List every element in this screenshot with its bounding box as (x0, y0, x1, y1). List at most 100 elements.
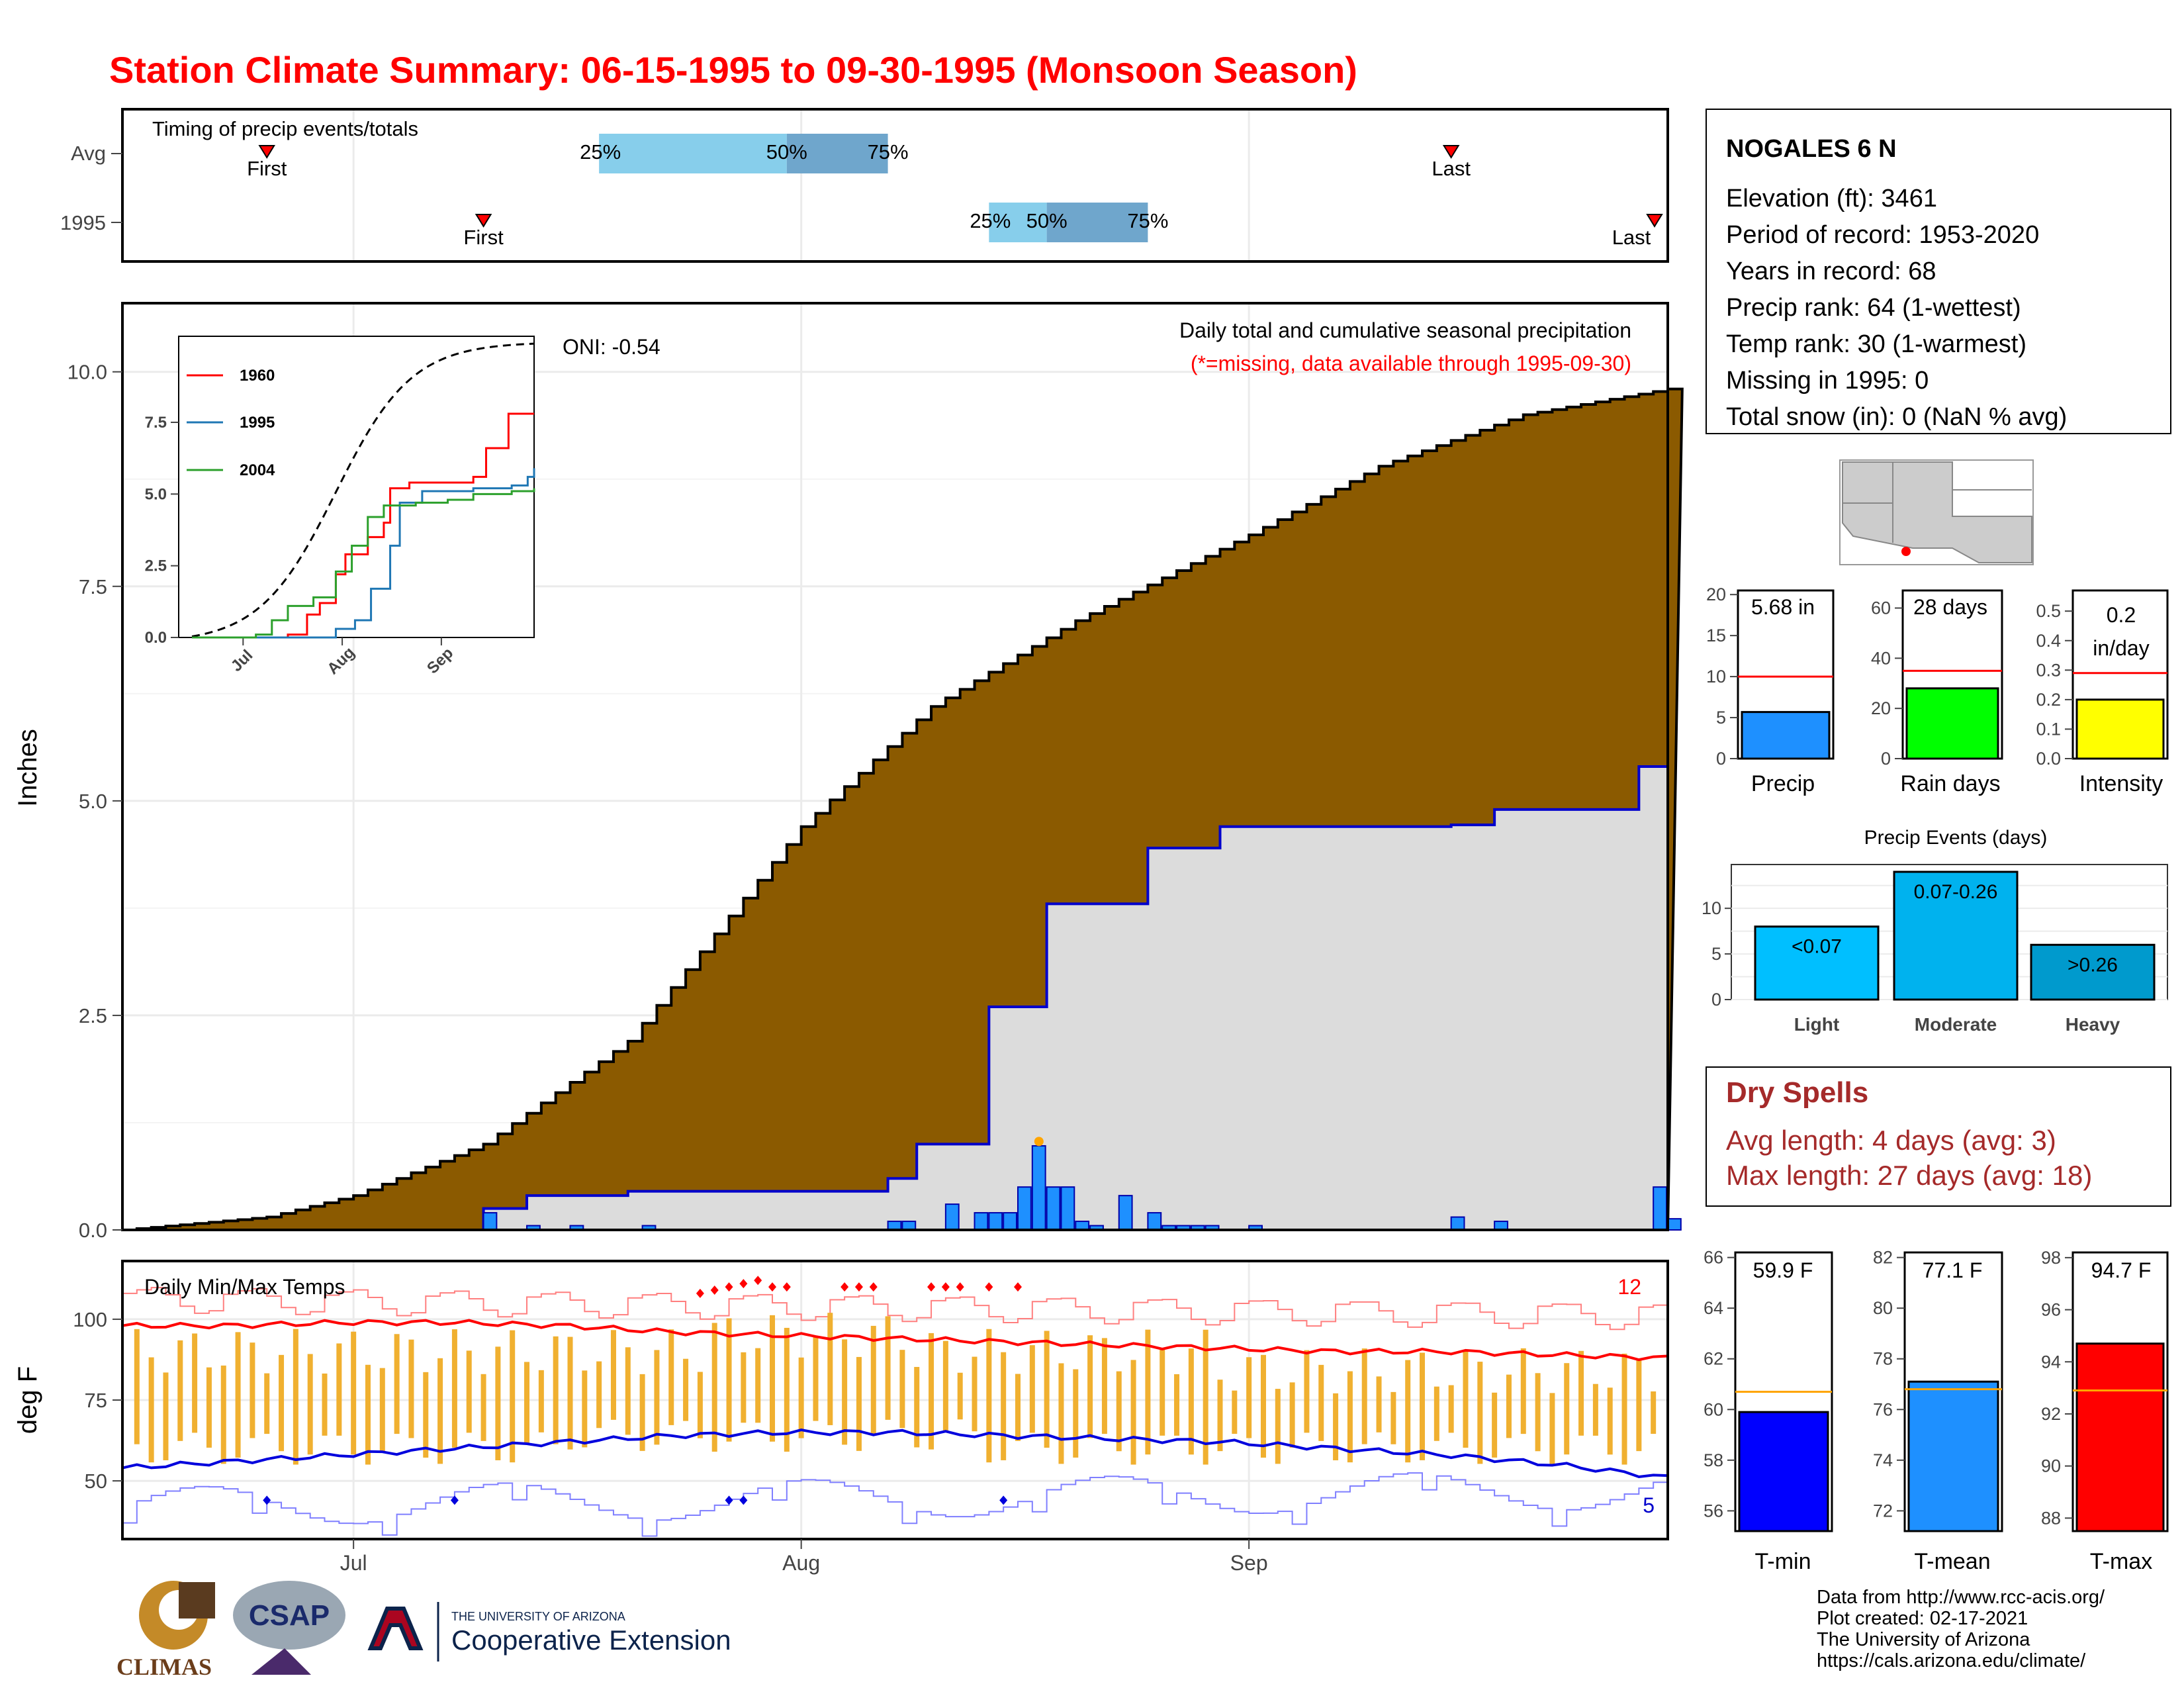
daily-temp-bar (1621, 1353, 1627, 1465)
daily-temp-bar (582, 1370, 588, 1448)
temp-ylabel: deg F (13, 1366, 42, 1434)
precip-y-axis: 0.0 2.5 5.0 7.5 10.0 (68, 361, 122, 1242)
daily-temp-bar (1549, 1393, 1555, 1465)
tmin-mini-tick-label: 64 (1704, 1298, 1723, 1318)
station-marker (1901, 547, 1911, 556)
record-high-marker (782, 1282, 791, 1292)
ua-bottom-text: Cooperative Extension (451, 1624, 731, 1656)
daily-temp-bar (1492, 1392, 1498, 1458)
daily-precip-bar (482, 1212, 498, 1231)
daily-temp-bar (250, 1342, 255, 1438)
last-label: Last (1432, 157, 1471, 180)
timing-bar-q1 (599, 134, 787, 173)
daily-precip-bar (944, 1203, 960, 1231)
last-marker (1442, 145, 1460, 159)
tmax-mini-tick-label: 94 (2041, 1352, 2061, 1372)
tmean-mini-tick-label: 72 (1873, 1501, 1893, 1521)
record-high-marker (985, 1282, 993, 1292)
events-category: Heavy (2066, 1014, 2120, 1035)
mini-precip-charts: 0 5 10 15 20 0 20 40 60 0.0 0.1 0.2 0.3 0.4 0.5 (1706, 585, 2169, 769)
timing-label: Timing of precip events/totals (152, 117, 418, 140)
footer-line-2: Plot created: 02-17-2021 (1817, 1608, 2028, 1629)
missing-note: (*=missing, data available through 1995-… (1191, 352, 1631, 375)
inset-average-line (191, 342, 535, 637)
timing-p25: 25% (970, 209, 1011, 232)
precip-ytick-label: 10.0 (68, 361, 107, 384)
events-chart: 0 5 10 <0.07 Light 0.07-0.26 Moderate >0.26 Heav… (1702, 864, 2168, 1035)
tmean-label: T-mean (1914, 1549, 1990, 1574)
precip-ytick-label: 5.0 (79, 790, 107, 813)
daily-temp-bar (307, 1354, 313, 1455)
daily-temp-bar (148, 1357, 154, 1463)
daily-temp-bar (1361, 1348, 1367, 1444)
footer-credits: Data from http://www.rcc-acis.org/ Plot … (1817, 1587, 2105, 1671)
footer-line-1: Data from http://www.rcc-acis.org/ (1817, 1587, 2105, 1608)
daily-precip-bar (1450, 1216, 1465, 1231)
tmean-mini-tick-label: 82 (1873, 1248, 1893, 1268)
daily-temp-bar (495, 1346, 501, 1460)
record-high-marker (869, 1282, 878, 1292)
intensity-mini-tick-label: 0.4 (2036, 631, 2061, 651)
daily-temp-bar (567, 1336, 573, 1450)
month-tick-label: Jul (340, 1551, 367, 1575)
precip-bar-label: Precip (1751, 771, 1815, 796)
daily-temp-bar (1275, 1389, 1281, 1464)
temp-label: Daily Min/Max Temps (144, 1275, 345, 1299)
daily-precip-bar (1046, 1186, 1061, 1231)
station-precip-rank: Precip rank: 64 (1-wettest) (1726, 294, 2021, 322)
tmin-mini-tick-label: 56 (1704, 1501, 1723, 1521)
daily-temp-bar (755, 1348, 761, 1423)
tmax-mini-tick-label: 90 (2041, 1456, 2061, 1476)
timing-row-avg: Avg (71, 142, 106, 165)
avg-max-line (122, 1319, 1668, 1362)
station-snow: Total snow (in): 0 (NaN % avg) (1726, 403, 2067, 431)
daily-temp-bar (610, 1330, 616, 1420)
daily-temp-bar (1651, 1391, 1657, 1434)
daily-temp-bar (1578, 1350, 1584, 1436)
inset-line-1960 (192, 412, 534, 639)
daily-temp-bar (1130, 1360, 1136, 1465)
daily-temp-bar (1101, 1338, 1107, 1434)
daily-temp-bar (1420, 1352, 1426, 1460)
tmean-mini-tick-label: 76 (1873, 1399, 1893, 1419)
daily-temp-bar (914, 1366, 920, 1448)
daily-temp-bar (1145, 1329, 1151, 1455)
tmax-value: 94.7 F (2091, 1258, 2152, 1282)
record-high-marker (927, 1282, 936, 1292)
daily-temp-bar (1260, 1354, 1266, 1458)
precip-mini-tick-label: 20 (1706, 585, 1726, 604)
precip-title: Daily total and cumulative seasonal prec… (1179, 318, 1631, 342)
tmean-mini-tick-label: 78 (1873, 1349, 1893, 1369)
daily-temp-bar (1607, 1387, 1613, 1455)
daily-temp-bar (827, 1313, 833, 1425)
record-low-marker (739, 1495, 748, 1505)
timing-bar-q2 (1046, 203, 1148, 242)
precip-panel: 0.0 2.5 5.0 7.5 10.0 Inches Daily total and … (13, 302, 1684, 1242)
last-marker (1646, 214, 1663, 228)
timing-p50: 50% (766, 140, 807, 164)
daily-temp-bar (437, 1358, 443, 1464)
daily-temp-bar (1433, 1386, 1439, 1441)
intensity-mini-tick-label: 0.2 (2036, 690, 2061, 710)
daily-temp-bar (1636, 1358, 1642, 1452)
daily-precip-bar (1667, 1218, 1682, 1231)
record-high-marker (1013, 1282, 1022, 1292)
daily-temp-bar (798, 1357, 804, 1438)
temp-ytick-label: 100 (73, 1308, 107, 1331)
daily-temp-bar (1058, 1363, 1064, 1464)
timing-p75: 75% (868, 140, 909, 164)
record-high-marker (696, 1288, 704, 1298)
daily-temp-bar (553, 1336, 559, 1444)
intensity-mini-tick-label: 0.3 (2036, 660, 2061, 680)
daily-temp-bar (1477, 1362, 1483, 1464)
tmax-mini-tick-label: 92 (2041, 1404, 2061, 1424)
daily-temp-bar (177, 1340, 183, 1441)
events-bar (1893, 870, 2019, 1001)
daily-temp-bar (596, 1361, 602, 1429)
first-marker (258, 145, 276, 159)
precip-mini-tick-label: 15 (1706, 626, 1726, 645)
daily-temp-bar (206, 1367, 212, 1448)
record-high-marker (768, 1282, 777, 1292)
timing-row-1995: 1995 (60, 211, 106, 234)
